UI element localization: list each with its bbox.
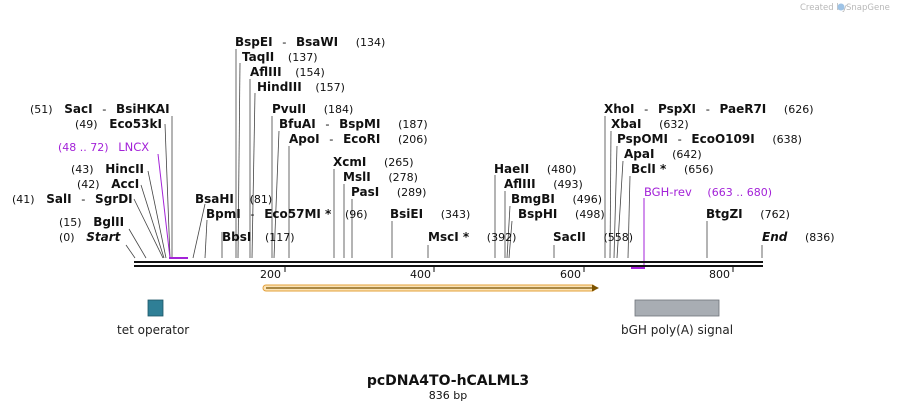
site-label-bbsi[interactable]: BbsI (117) <box>222 230 295 244</box>
site-label-end[interactable]: End (836) <box>762 230 835 244</box>
site-label-apai[interactable]: ApaI (642) <box>624 147 702 161</box>
dna-backbone <box>134 261 763 267</box>
feature-bgh-polya[interactable] <box>634 299 720 317</box>
site-label-hindiii[interactable]: HindIII (157) <box>257 80 345 94</box>
site-label-bmgbi[interactable]: BmgBI (496) <box>511 192 602 206</box>
site-label-msli[interactable]: MslI (278) <box>343 170 418 184</box>
site-label-sali-sgrdi[interactable]: (41) SalI - SgrDI <box>12 192 133 206</box>
tick-label: 200 <box>260 268 281 281</box>
site-label-bpmi-eco57mi[interactable]: BpmI - Eco57MI * (96) <box>206 207 368 221</box>
site-label-apoi-ecori[interactable]: ApoI - EcoRI (206) <box>289 132 428 146</box>
feature-label-tet-operator: tet operator <box>117 323 189 337</box>
orf-arrow[interactable] <box>262 284 599 292</box>
primer-label-lncx[interactable]: (48 .. 72) LNCX <box>58 140 149 154</box>
site-label-msci[interactable]: MscI * (392) <box>428 230 516 244</box>
primer-lncx[interactable] <box>157 153 188 259</box>
site-label-xcmi[interactable]: XcmI (265) <box>333 155 414 169</box>
ruler-ticks <box>284 266 734 272</box>
tick-label: 800 <box>709 268 730 281</box>
site-label-bsahi[interactable]: BsaHI (81) <box>195 192 272 206</box>
site-label-bglii[interactable]: (15) BglII <box>59 215 124 229</box>
credit-text: Created by <box>800 3 847 13</box>
primer-bgh-rev[interactable] <box>631 198 645 269</box>
site-label-eco53ki[interactable]: (49) Eco53kI <box>75 117 162 131</box>
site-label-bfuai-bspmi[interactable]: BfuAI - BspMI (187) <box>279 117 428 131</box>
tick-label: 600 <box>560 268 581 281</box>
site-leaders <box>125 49 763 259</box>
plasmid-length: 836 bp <box>429 389 467 402</box>
site-label-start[interactable]: (0) Start <box>59 230 122 244</box>
site-label-pspomi-ecoo109i[interactable]: PspOMI - EcoO109I (638) <box>617 132 802 146</box>
credit-brand: SnapGene <box>846 3 890 13</box>
plasmid-title: pcDNA4TO-hCALML3 <box>367 373 529 389</box>
site-label-bspei-bsawi[interactable]: BspEI - BsaWI (134) <box>235 35 385 49</box>
site-label-pasi[interactable]: PasI (289) <box>351 185 426 199</box>
site-label-btgzi[interactable]: BtgZI (762) <box>706 207 790 221</box>
site-label-sacii[interactable]: SacII (558) <box>553 230 633 244</box>
site-label-bsiei[interactable]: BsiEI (343) <box>390 207 470 221</box>
site-label-taqii[interactable]: TaqII (137) <box>242 50 318 64</box>
site-label-pvuii[interactable]: PvuII (184) <box>272 102 353 116</box>
feature-tet-operator[interactable] <box>147 299 164 317</box>
site-label-afliii-1[interactable]: AflIII (154) <box>250 65 325 79</box>
site-label-afliii-2[interactable]: AflIII (493) <box>504 177 583 191</box>
primer-label-bgh-rev[interactable]: BGH-rev (663 .. 680) <box>644 185 772 199</box>
site-label-bsphi[interactable]: BspHI (498) <box>518 207 605 221</box>
site-label-xbai[interactable]: XbaI (632) <box>611 117 689 131</box>
site-label-bcli[interactable]: BclI * (656) <box>631 162 714 176</box>
site-label-xhoi-pspxi-paer7i[interactable]: XhoI - PspXI - PaeR7I (626) <box>604 102 814 116</box>
site-label-hincii[interactable]: (43) HincII <box>71 162 144 176</box>
snapgene-credit: Created by SnapGene <box>800 3 890 13</box>
feature-label-bgh-polya: bGH poly(A) signal <box>621 323 733 337</box>
tick-label: 400 <box>410 268 431 281</box>
site-label-acci[interactable]: (42) AccI <box>77 177 139 191</box>
site-label-saci-bsihkai[interactable]: (51) SacI - BsiHKAI <box>30 102 170 116</box>
site-label-haeii[interactable]: HaeII (480) <box>494 162 576 176</box>
snapgene-logo-icon <box>837 3 845 11</box>
